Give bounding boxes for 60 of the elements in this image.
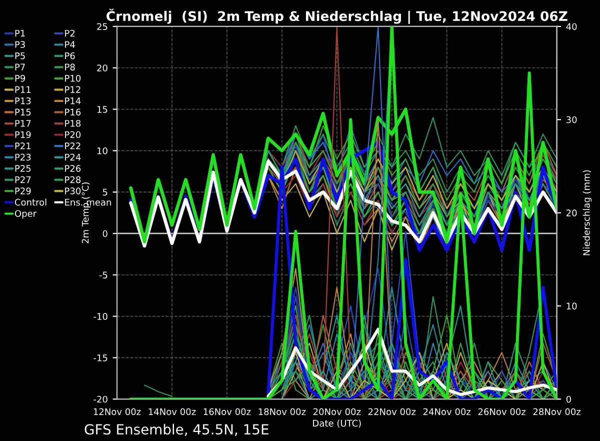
legend-label: P22 xyxy=(65,142,80,150)
legend-label: P7 xyxy=(15,64,25,70)
legend-label: P24 xyxy=(65,154,81,160)
y-tick-label: -15 xyxy=(94,354,108,362)
y-tick-label: -20 xyxy=(94,396,108,403)
legend-label: P2 xyxy=(65,30,75,37)
legend-label: P19 xyxy=(15,131,31,138)
legend-label: P23 xyxy=(15,154,31,161)
x-tick-label: 24Nov 00z xyxy=(423,408,471,416)
legend-label: P28 xyxy=(65,176,81,184)
y2-tick-label: 20 xyxy=(566,210,577,216)
legend-label: P18 xyxy=(65,120,81,127)
legend-label: P14 xyxy=(65,98,81,104)
legend-label: P13 xyxy=(15,97,31,104)
y-tick-label: -5 xyxy=(99,272,108,278)
x-tick-label: 12Nov 00z xyxy=(94,408,141,416)
x-tick-label: 18Nov 00z xyxy=(258,408,306,416)
text: GFS Ensemble, 45.5N, 15E xyxy=(84,424,268,436)
legend-label: P4 xyxy=(65,41,75,48)
y-tick-label: 5 xyxy=(102,188,108,196)
chart-title: Črnomelj (SI) 2m Temp & Niederschlag | Tue, 12Nov2024 06Z xyxy=(106,8,568,24)
legend-label: Control xyxy=(14,198,46,206)
legend-label: P5 xyxy=(15,52,25,60)
legend-label: P20 xyxy=(65,131,81,138)
y2-tick-label: 0 xyxy=(566,396,571,403)
y2-tick-label: 10 xyxy=(566,302,577,310)
legend-label: P3 xyxy=(15,41,25,48)
legend-label: P21 xyxy=(15,142,31,150)
legend-label: P6 xyxy=(65,52,75,60)
legend-label: P27 xyxy=(15,176,31,183)
legend-label: P8 xyxy=(65,64,75,70)
x-tick-label: 28Nov 00z xyxy=(533,408,581,416)
x-tick-label: 22Nov 00z xyxy=(368,408,416,416)
y2-axis-title: Niederschlag (mm) xyxy=(582,170,592,256)
y2-tick-label: 30 xyxy=(566,116,577,124)
y2-tick-label: 40 xyxy=(566,23,577,30)
legend-label: P12 xyxy=(65,86,80,93)
legend-label: P15 xyxy=(15,108,31,116)
x-axis-title: Date (UTC) xyxy=(313,420,361,428)
legend-label: Oper xyxy=(14,210,37,219)
x-tick-label: 20Nov 00z xyxy=(313,408,361,416)
y-tick-label: 0 xyxy=(102,230,108,238)
legend-label: P11 xyxy=(15,86,31,93)
legend-label: P10 xyxy=(65,74,81,82)
legend-label: P17 xyxy=(15,120,31,127)
y-tick-label: 15 xyxy=(97,106,108,113)
y-tick-label: 10 xyxy=(97,147,108,154)
legend-label: P9 xyxy=(15,74,25,82)
legend-label: P25 xyxy=(15,165,31,172)
legend-label: P30 xyxy=(65,188,81,194)
y-tick-label: -10 xyxy=(94,313,108,320)
x-tick-label: 26Nov 00z xyxy=(478,408,526,416)
legend-label: P26 xyxy=(65,165,81,172)
legend-label: P1 xyxy=(15,30,25,37)
legend-label: P29 xyxy=(15,188,31,194)
legend-label: P16 xyxy=(65,108,81,116)
y-tick-label: 25 xyxy=(97,23,108,30)
y-tick-label: 20 xyxy=(97,64,108,72)
x-tick-label: 14Nov 00z xyxy=(148,408,196,416)
x-tick-label: 16Nov 00z xyxy=(204,408,251,416)
